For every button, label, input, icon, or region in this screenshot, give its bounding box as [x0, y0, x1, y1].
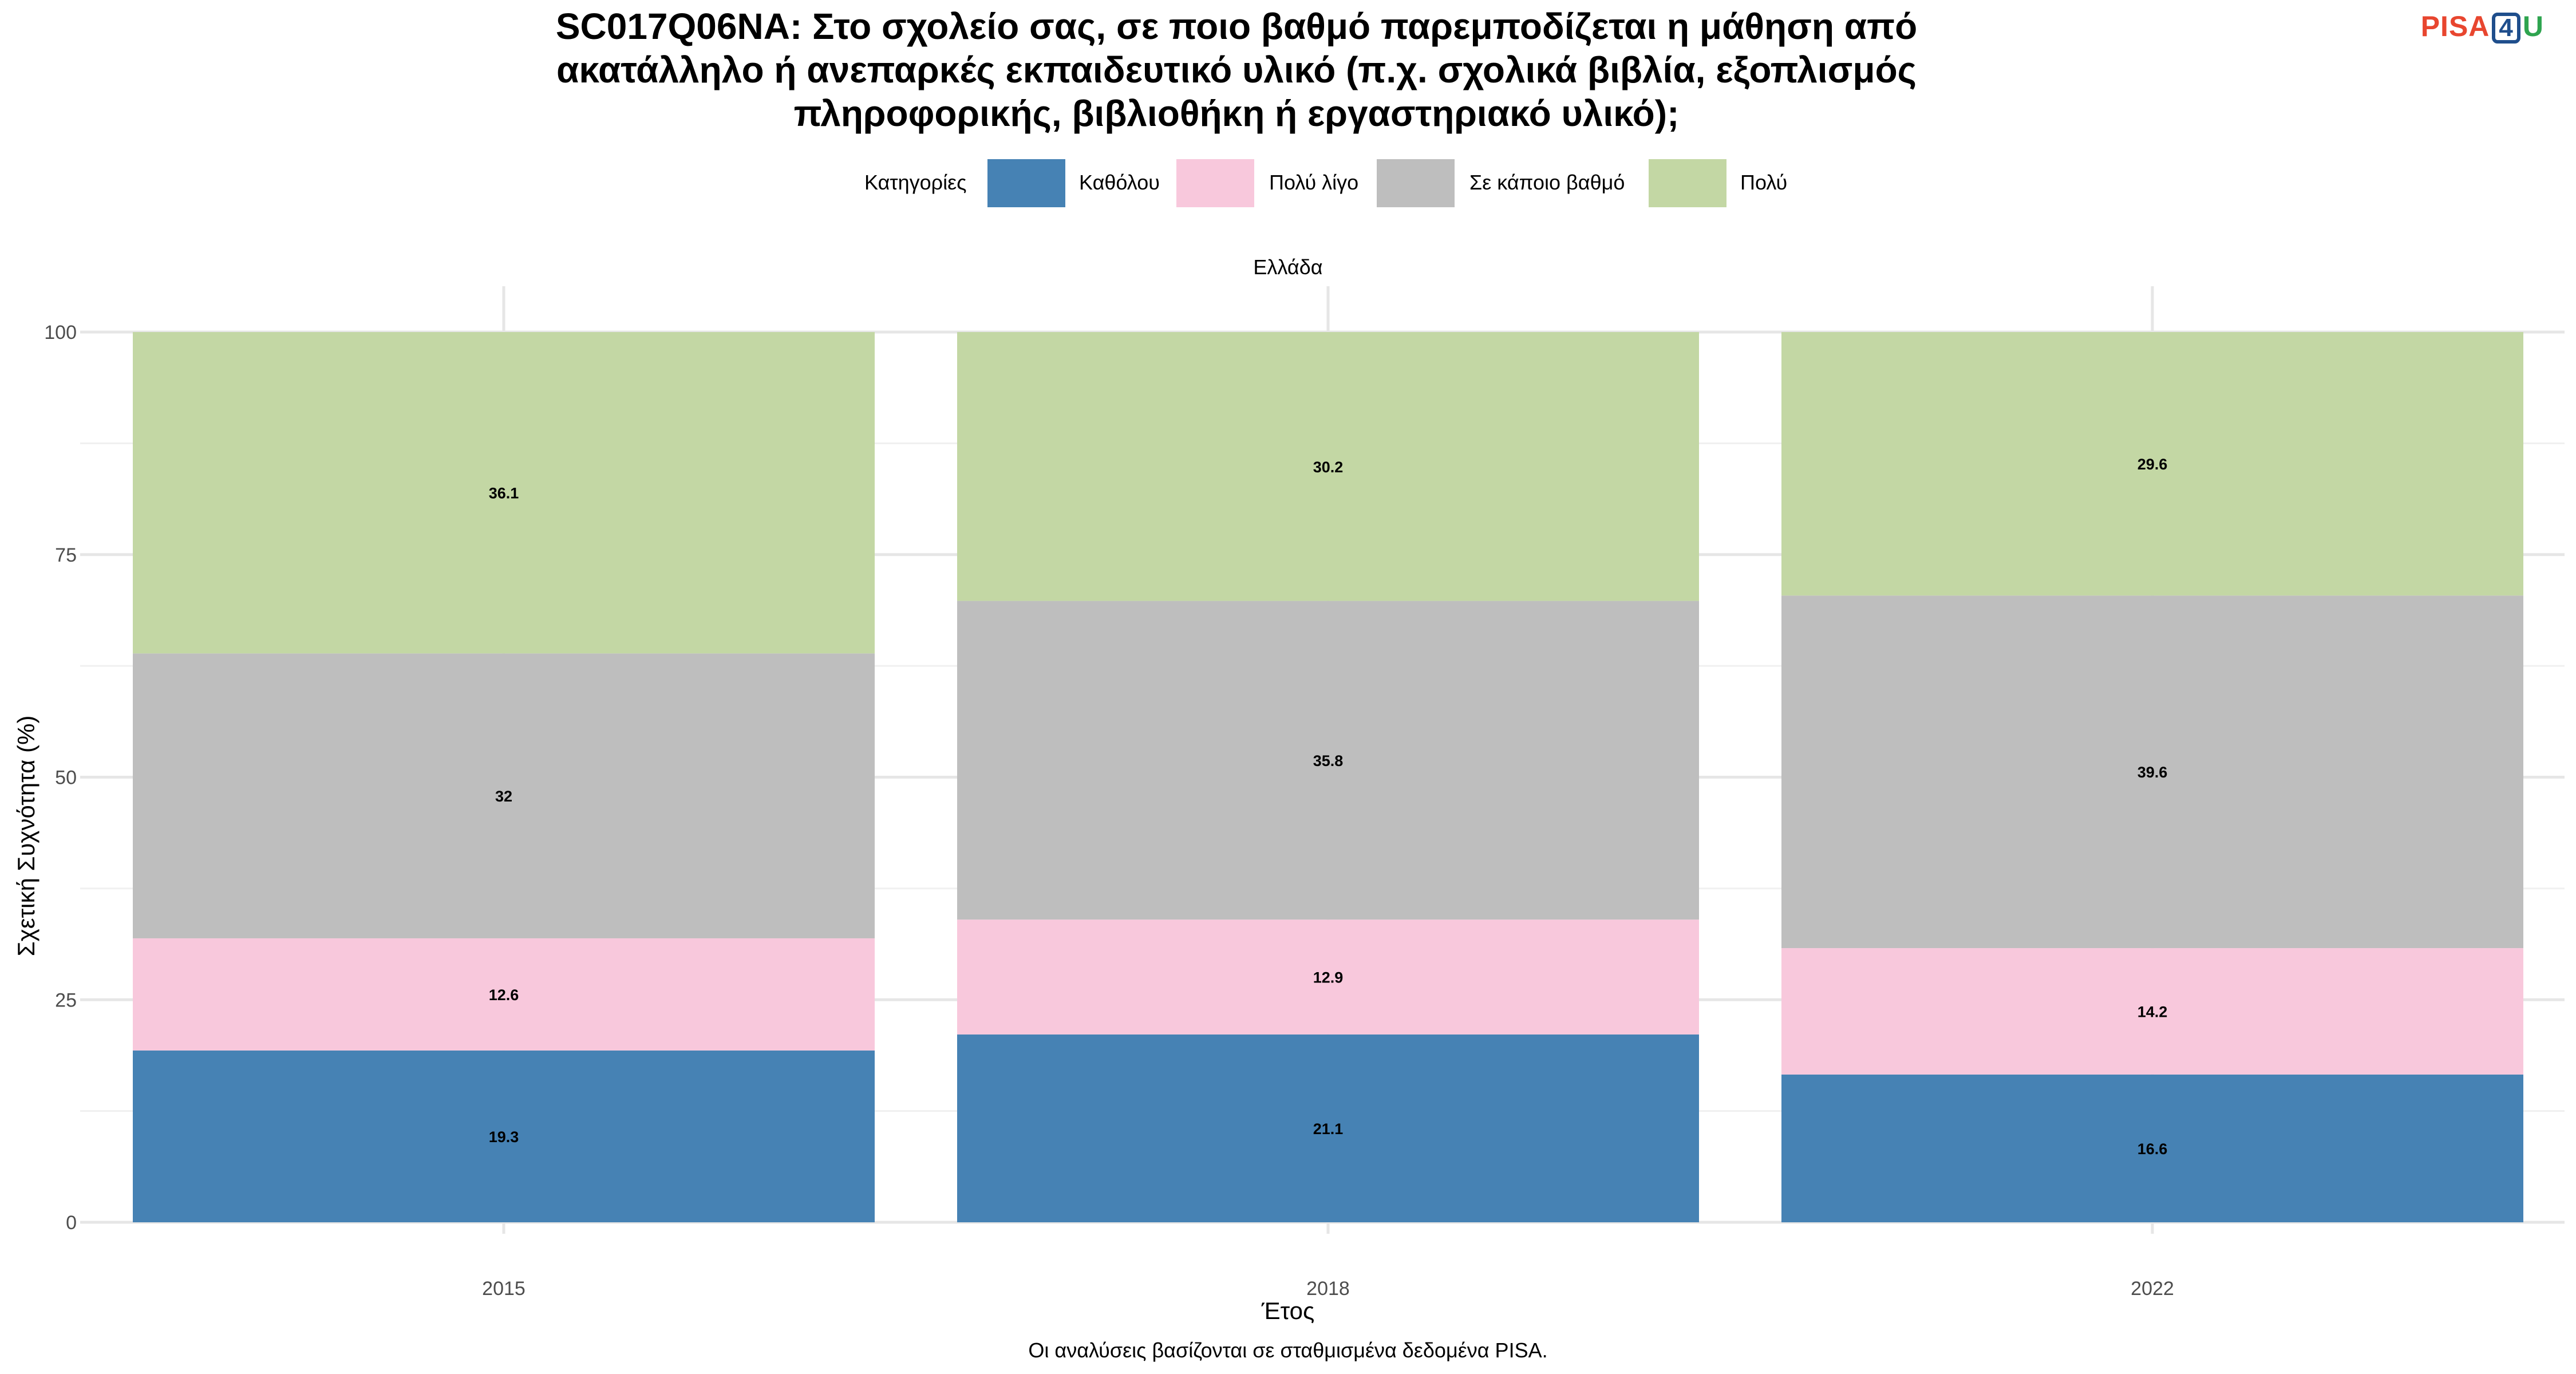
data-label: 32	[495, 788, 512, 805]
data-label: 12.6	[489, 986, 519, 1004]
chart-title-line-2: ακατάλληλο ή ανεπαρκές εκπαιδευτικό υλικ…	[556, 49, 1917, 90]
bar-segment	[957, 332, 1699, 601]
legend-label-poly-ligo: Πολύ λίγο	[1269, 171, 1359, 194]
bar-segment	[133, 653, 875, 938]
bar-segment	[957, 1034, 1699, 1222]
bar-segment	[133, 938, 875, 1051]
chart-title-line-3: πληροφορικής, βιβλιοθήκη ή εργαστηριακό …	[793, 93, 1680, 134]
pisa4u-logo: PISA 4 U	[2421, 9, 2544, 44]
data-label: 30.2	[1313, 459, 1344, 476]
bar-segment	[1781, 948, 2523, 1075]
logo-four-text: 4	[2492, 13, 2520, 44]
y-tick-label: 100	[44, 322, 77, 344]
data-label: 39.6	[2138, 764, 2168, 781]
bar-segment	[133, 332, 875, 654]
legend-label-katholou: Καθόλου	[1079, 171, 1160, 194]
data-label: 16.6	[2138, 1140, 2168, 1158]
x-tick-label: 2022	[2131, 1278, 2174, 1300]
y-tick-label: 0	[66, 1212, 77, 1234]
legend-title: Κατηγορίες	[864, 171, 967, 194]
legend-key-poly	[1649, 159, 1726, 207]
legend-key-katholou	[987, 159, 1065, 207]
legend-label-se-kapoio-vathmo: Σε κάποιο βαθμό	[1469, 171, 1625, 194]
chart-caption: Οι αναλύσεις βασίζονται σε σταθμισμένα δ…	[1028, 1339, 1548, 1362]
facet-strip-label: Ελλάδα	[1253, 255, 1323, 279]
bar-segment	[957, 919, 1699, 1035]
bar-segment	[1781, 1074, 2523, 1222]
y-tick-label: 75	[55, 544, 77, 566]
chart-title: SC017Q06NA: Στο σχολείο σας, σε ποιο βαθ…	[309, 5, 2164, 135]
x-tick-label: 2018	[1306, 1278, 1350, 1300]
bar-segment	[1781, 595, 2523, 949]
y-tick-label: 50	[55, 767, 77, 789]
legend-label-poly: Πολύ	[1740, 171, 1788, 194]
x-tick-label: 2015	[482, 1278, 526, 1300]
data-label: 29.6	[2138, 456, 2168, 473]
legend-key-se-kapoio-vathmo	[1377, 159, 1455, 207]
logo-pisa-text: PISA	[2420, 10, 2490, 42]
legend-key-poly-ligo	[1176, 159, 1254, 207]
logo-u-text: U	[2522, 10, 2544, 42]
data-label: 21.1	[1313, 1120, 1344, 1138]
x-axis-title: Έτος	[1261, 1297, 1315, 1324]
data-label: 14.2	[2138, 1003, 2168, 1020]
y-tick-label: 25	[55, 989, 77, 1011]
chart-title-line-1: SC017Q06NA: Στο σχολείο σας, σε ποιο βαθ…	[555, 6, 1918, 47]
data-label: 19.3	[489, 1128, 519, 1146]
bar-segment	[957, 601, 1699, 920]
data-label: 35.8	[1313, 752, 1344, 769]
bar-segment	[1781, 332, 2523, 596]
data-label: 12.9	[1313, 969, 1344, 986]
bar-segment	[133, 1050, 875, 1222]
y-axis-title: Σχετική Συχνότητα (%)	[13, 715, 39, 957]
data-label: 36.1	[489, 485, 519, 502]
